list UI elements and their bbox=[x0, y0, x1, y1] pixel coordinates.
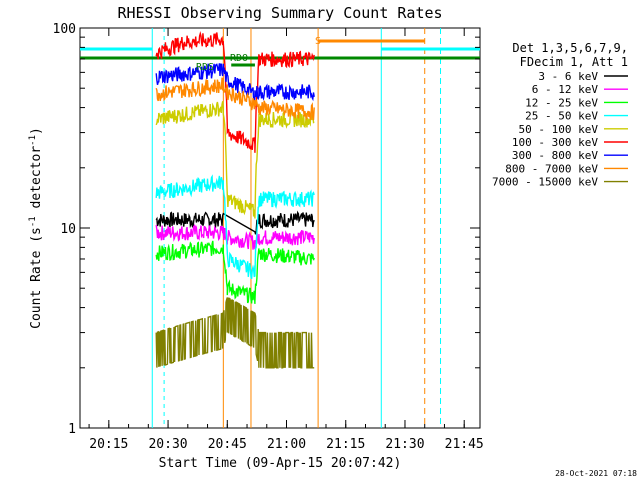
legend-entry-4: 50 - 100 keV bbox=[519, 123, 599, 136]
legend-entry-7: 800 - 7000 keV bbox=[505, 162, 598, 175]
series-line-6 bbox=[155, 63, 315, 105]
series-line-7 bbox=[155, 77, 315, 121]
date-stamp: 28-Oct-2021 07:18 bbox=[555, 469, 637, 478]
y-tick-label-0: 1 bbox=[68, 422, 76, 437]
legend-entry-2: 12 - 25 keV bbox=[525, 96, 598, 109]
y-axis-label: Count Rate (s-1 detector-1) bbox=[28, 127, 44, 329]
x-tick-label-6: 21:45 bbox=[445, 437, 484, 452]
series-layer bbox=[155, 31, 315, 369]
x-tick-label-2: 20:45 bbox=[208, 437, 247, 452]
x-axis-label: Start Time (09-Apr-15 20:07:42) bbox=[159, 456, 402, 471]
status-bars bbox=[80, 39, 480, 67]
rdo-label: RDO bbox=[230, 53, 248, 64]
series-line-3 bbox=[155, 174, 315, 280]
rds-label: RDS bbox=[196, 62, 214, 73]
axis-ticks: 20:15 20:30 20:45 21:00 21:15 21:30 21:45 1 10 10… bbox=[53, 22, 484, 452]
legend-entry-5: 100 - 300 keV bbox=[512, 136, 598, 149]
legend-entry-0: 3 - 6 keV bbox=[538, 70, 598, 83]
legend: Det 1,3,5,6,7,9, FDecim 1, Att 1 3 - 6 k… bbox=[492, 41, 628, 189]
series-line-4 bbox=[155, 101, 315, 219]
y-axis-label-tail: detector bbox=[29, 146, 44, 217]
x-tick-label-4: 21:15 bbox=[326, 437, 365, 452]
x-tick-label-3: 21:00 bbox=[267, 437, 306, 452]
legend-header-2: FDecim 1, Att 1 bbox=[520, 55, 628, 69]
x-tick-label-5: 21:30 bbox=[385, 437, 424, 452]
legend-header-1: Det 1,3,5,6,7,9, bbox=[512, 41, 628, 55]
y-tick-label-2: 100 bbox=[53, 22, 76, 37]
legend-entry-1: 6 - 12 keV bbox=[532, 83, 599, 96]
chart-title: RHESSI Observing Summary Count Rates bbox=[117, 4, 442, 22]
series-line-2 bbox=[155, 240, 315, 304]
y-axis-label-group: Count Rate (s-1 detector-1) bbox=[28, 127, 44, 329]
y-axis-label-main: Count Rate (s bbox=[29, 227, 44, 329]
y-tick-label-1: 10 bbox=[60, 222, 76, 237]
s-label: S bbox=[315, 36, 321, 47]
x-tick-label-1: 20:30 bbox=[148, 437, 187, 452]
series-line-0 bbox=[155, 210, 315, 235]
series-line-1 bbox=[155, 223, 315, 250]
legend-entry-6: 300 - 800 keV bbox=[512, 149, 598, 162]
legend-entry-8: 7000 - 15000 keV bbox=[492, 176, 598, 189]
y-axis-label-sup: -1 bbox=[28, 216, 38, 227]
x-tick-label-0: 20:15 bbox=[89, 437, 128, 452]
legend-entry-3: 25 - 50 keV bbox=[525, 110, 598, 123]
series-line-8 bbox=[155, 297, 315, 369]
series-line-5 bbox=[155, 31, 315, 153]
y-axis-label-tail-sup: -1 bbox=[28, 135, 38, 146]
y-axis-label-close: ) bbox=[29, 127, 44, 135]
